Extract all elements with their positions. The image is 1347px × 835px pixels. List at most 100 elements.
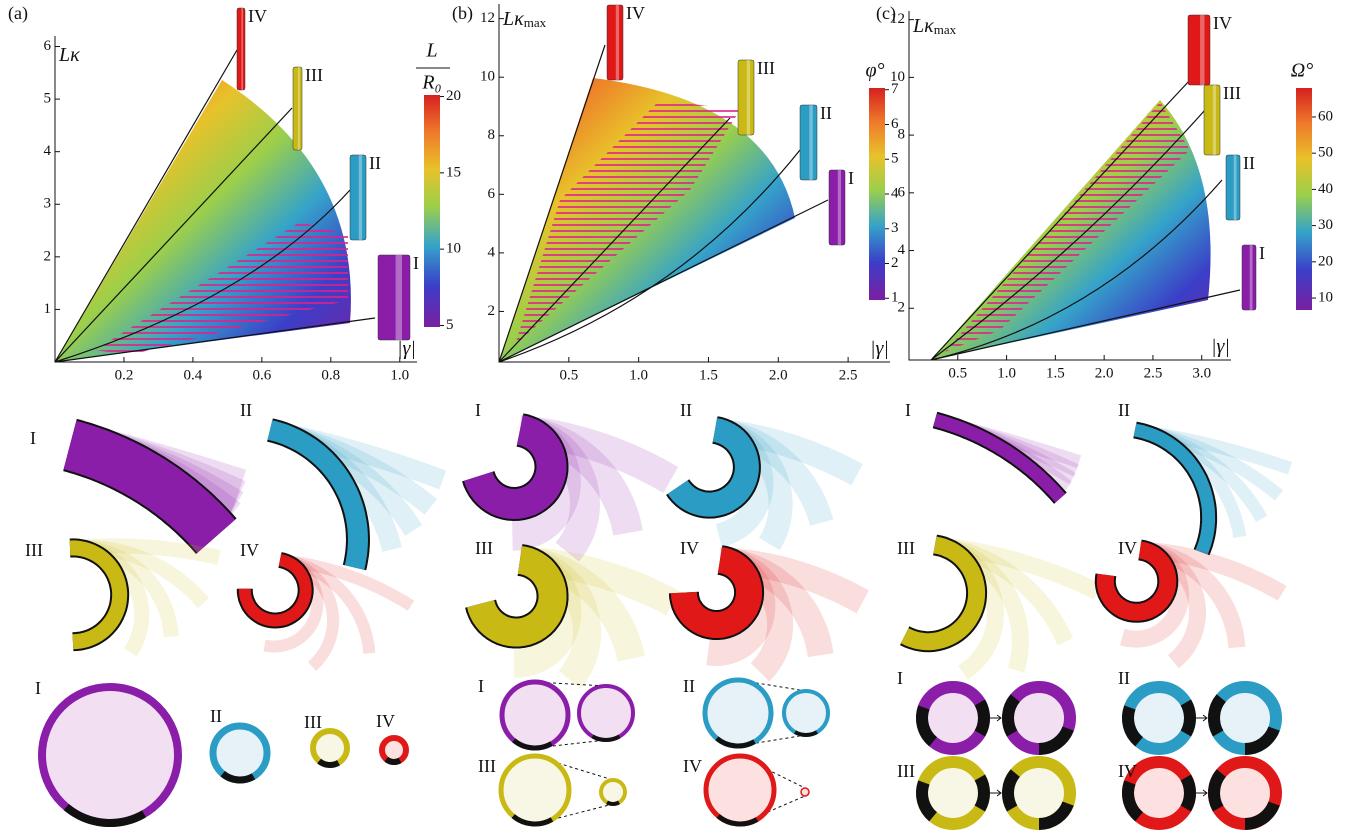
arrow	[990, 715, 1001, 721]
curve-label: I	[35, 678, 41, 698]
x-tick-label: 2.0	[1095, 365, 1114, 381]
highlight	[1250, 245, 1253, 310]
tube	[905, 545, 977, 642]
x-tick-label: 2.5	[1144, 365, 1163, 381]
colorbar	[424, 95, 440, 327]
highlight	[1234, 155, 1237, 220]
panel-label: (a)	[8, 3, 28, 24]
cylinder	[738, 60, 754, 135]
x-tick-label: 1.0	[390, 367, 409, 383]
y-tick-label: 4	[44, 143, 52, 159]
x-tick-label: 0.5	[948, 365, 967, 381]
x-tick-label: 2.0	[769, 367, 788, 383]
highlight	[396, 255, 402, 340]
curve-label: III	[478, 756, 496, 776]
cylinder	[293, 67, 302, 150]
cylinder	[350, 155, 366, 240]
y-tick-label: 6	[898, 184, 906, 200]
colorbar-title: L	[425, 40, 437, 62]
curve-label: III	[1223, 83, 1241, 103]
arrow	[990, 790, 1001, 796]
ring	[801, 788, 809, 796]
colorbar-tick-label: 20	[1318, 253, 1333, 269]
colorbar-tick-label: 40	[1318, 181, 1333, 197]
highlight	[809, 105, 812, 180]
highlight	[747, 60, 750, 135]
y-tick-label: 8	[488, 127, 496, 143]
cylinder	[378, 255, 410, 340]
arrow	[1196, 715, 1207, 721]
colorbar-tick-label: 50	[1318, 145, 1333, 161]
y-tick-label: 5	[44, 91, 52, 107]
y-axis-label-sub: max	[524, 15, 547, 30]
curve-label: II	[680, 400, 692, 420]
tube	[245, 560, 306, 621]
x-tick-label: 1.0	[997, 365, 1016, 381]
y-tick-label: 4	[488, 244, 496, 260]
curve-label: III	[305, 65, 323, 85]
y-axis-label-sub: max	[934, 22, 957, 37]
tube	[70, 548, 120, 642]
y-tick-label: 2	[44, 248, 52, 264]
colorbar-tick-label: 60	[1318, 108, 1333, 124]
colorbar-tick-label: 10	[446, 241, 461, 257]
curve-label: IV	[240, 540, 259, 560]
panel-label: (c)	[876, 3, 896, 24]
ring	[579, 686, 633, 740]
cylinder	[1188, 15, 1210, 85]
y-tick-label: 3	[44, 196, 52, 212]
x-tick-label: 0.5	[559, 367, 578, 383]
x-tick-label: 2.5	[839, 367, 858, 383]
colorbar-tick-label: 15	[446, 164, 461, 180]
y-tick-label: 12	[480, 10, 495, 26]
curve-label: III	[897, 761, 915, 781]
cylinder	[800, 105, 817, 180]
curve-label: IV	[376, 711, 395, 731]
x-axis-label: |γ|	[397, 338, 416, 360]
y-tick-label: 1	[44, 301, 52, 317]
x-tick-label: 0.2	[115, 367, 134, 383]
highlight	[241, 8, 243, 90]
x-tick-label: 0.8	[321, 367, 340, 383]
cylinder	[829, 170, 845, 245]
y-tick-label: 4	[898, 242, 906, 258]
y-tick-label: 2	[488, 303, 496, 319]
y-axis-label: Lκ	[912, 15, 934, 37]
curve-label: III	[757, 58, 775, 78]
curve-label: I	[475, 400, 481, 420]
x-tick-label: 0.4	[184, 367, 203, 383]
ring-segment	[980, 703, 984, 734]
arrow	[1196, 790, 1207, 796]
ring	[382, 738, 406, 762]
tube	[478, 430, 551, 504]
curve-label: IV	[626, 3, 645, 23]
x-axis-label: |γ|	[870, 338, 889, 360]
ring-segment	[980, 778, 984, 809]
curve-label: III	[304, 712, 322, 732]
ring	[601, 780, 625, 804]
curve-label: I	[1259, 243, 1265, 263]
curve-label: III	[25, 540, 43, 560]
x-tick-label: 1.5	[1046, 365, 1065, 381]
x-tick-label: 0.6	[252, 367, 271, 383]
colorbar	[869, 88, 885, 300]
x-axis-label: |γ|	[1211, 336, 1230, 358]
y-axis-label: Lκmax	[912, 15, 957, 37]
ring	[706, 756, 774, 824]
colorbar-title: φ°	[865, 60, 884, 82]
y-axis-label: Lκ	[58, 44, 80, 66]
y-tick-label: 2	[898, 300, 906, 316]
curve-label: I	[478, 676, 484, 696]
curve-label: III	[475, 538, 493, 558]
curve-label: IV	[683, 756, 702, 776]
colorbar-tick-label: 3	[891, 220, 899, 236]
y-axis-label: Lκmax	[502, 8, 547, 30]
y-tick-label: 10	[480, 69, 495, 85]
curve-label: II	[1243, 153, 1255, 173]
ring	[213, 726, 267, 780]
curve-label: I	[413, 253, 419, 273]
ring	[313, 731, 347, 765]
colorbar-title: R₀	[421, 72, 441, 94]
curve-label: I	[848, 168, 854, 188]
curve-label: IV	[1118, 538, 1137, 558]
